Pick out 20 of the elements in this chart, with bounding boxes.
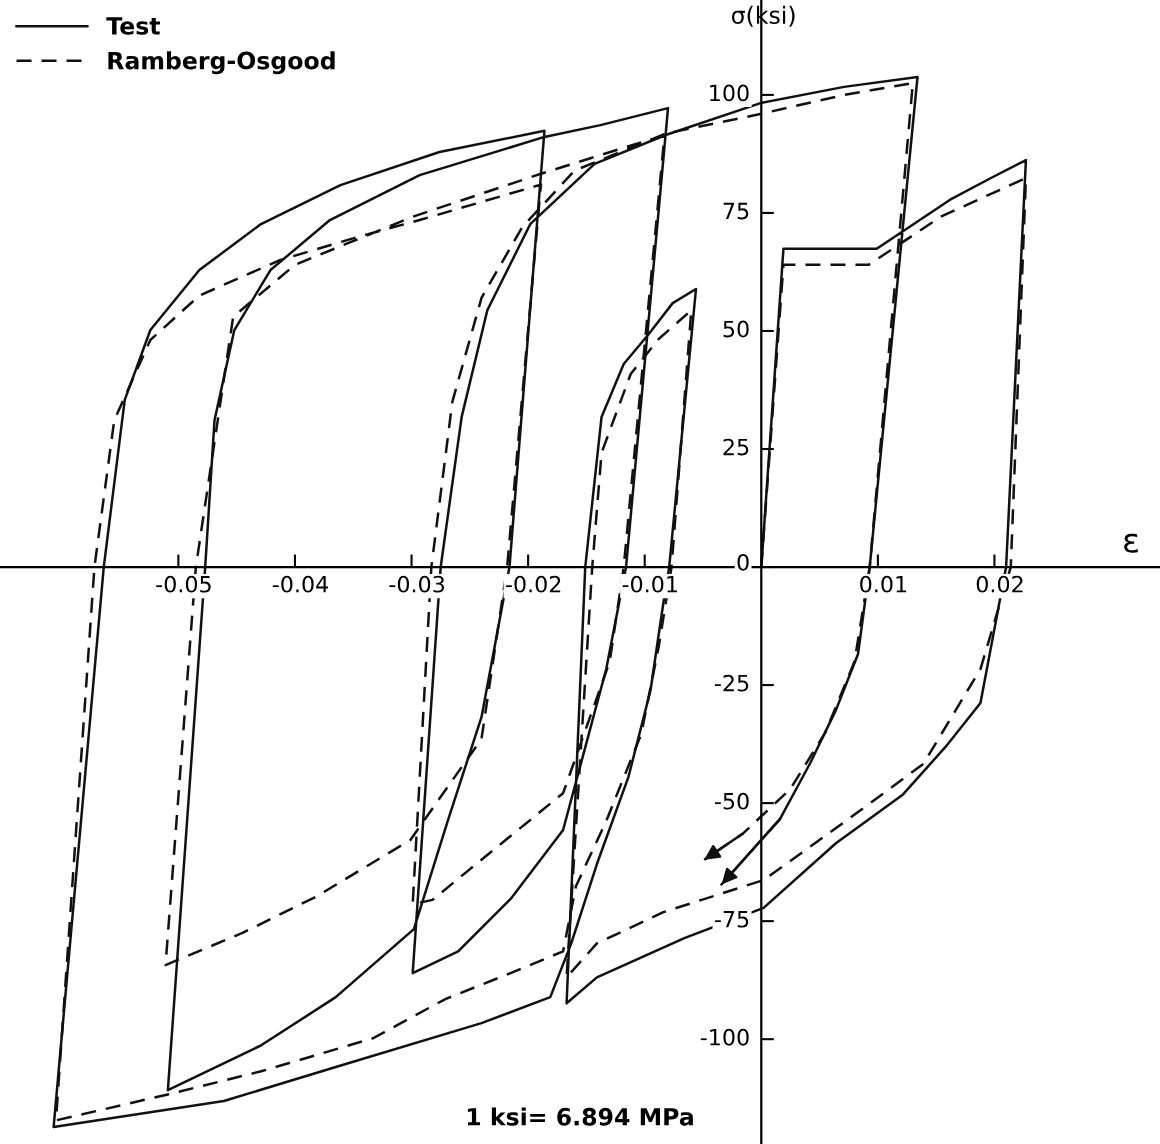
x-tick-label: 0.01 xyxy=(860,575,907,593)
y-tick-label: 75 xyxy=(723,202,749,220)
y-tick-label: -50 xyxy=(714,792,749,810)
x-tick-label: 0.02 xyxy=(976,575,1023,593)
legend-label: Test xyxy=(106,17,161,35)
y-tick-label: -25 xyxy=(714,674,749,692)
x-tick-label: -0.05 xyxy=(156,575,211,593)
y-tick-label: 100 xyxy=(710,84,749,102)
x-axis-title: ε xyxy=(1124,533,1138,553)
x-tick-label: -0.03 xyxy=(389,575,445,593)
y-tick-label: -100 xyxy=(700,1028,749,1046)
x-tick-label: -0.01 xyxy=(622,575,677,593)
y-tick-label: 50 xyxy=(723,320,749,338)
y-tick-label: -75 xyxy=(714,911,749,928)
x-tick-label: -0.02 xyxy=(506,575,561,593)
x-tick-label: -0.04 xyxy=(272,575,329,593)
y-tick-label: 25 xyxy=(723,438,749,456)
legend-label: Ramberg-Osgood xyxy=(108,51,335,75)
annotation: 1 ksi= 6.894 MPa xyxy=(467,1107,693,1126)
y-tick-label: 0 xyxy=(737,553,749,571)
